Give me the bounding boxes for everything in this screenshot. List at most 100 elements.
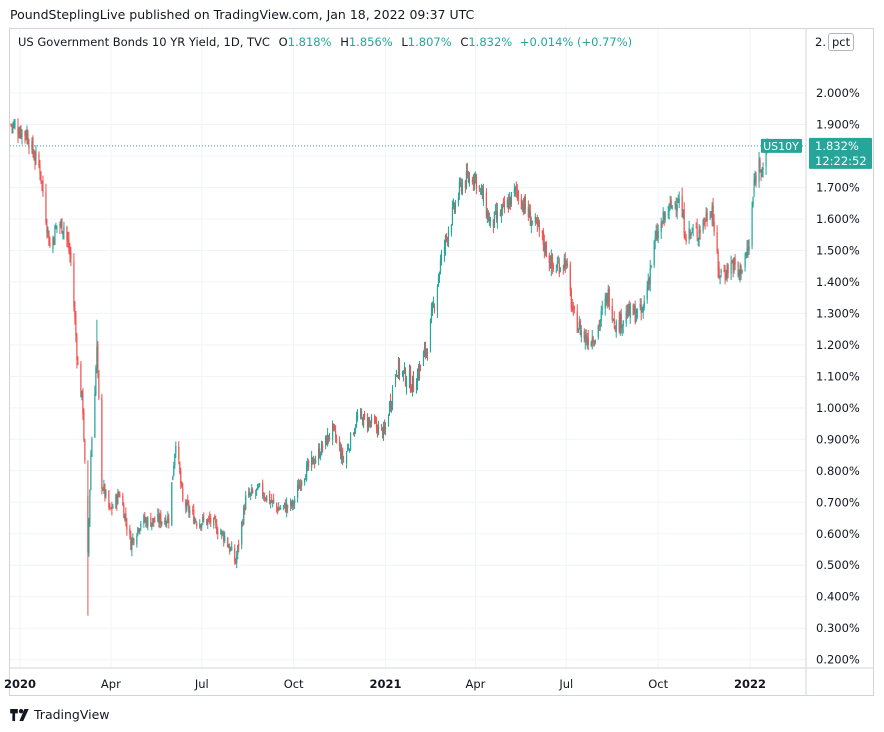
candle-body — [719, 275, 721, 277]
candle-body — [130, 534, 132, 550]
candle-body — [373, 419, 376, 422]
candle-body — [98, 370, 100, 399]
candle-body — [11, 124, 13, 127]
candle-body — [528, 209, 530, 217]
candle-body — [510, 192, 512, 205]
candle-body — [311, 456, 313, 468]
candle-body — [468, 177, 471, 184]
candle-body — [404, 368, 407, 386]
candle-body — [81, 390, 83, 398]
candle-body — [174, 453, 176, 466]
candle-body — [480, 187, 483, 189]
candle-body — [541, 230, 543, 233]
candle-body — [457, 197, 460, 204]
candle-body — [157, 514, 159, 521]
candle-body — [711, 206, 713, 218]
candle-body — [27, 133, 29, 144]
candle-body — [563, 257, 565, 270]
candle-body — [193, 509, 195, 524]
candle-body — [538, 220, 540, 230]
candle-body — [605, 295, 607, 302]
candle-body — [395, 373, 398, 375]
candle-body — [352, 434, 355, 436]
candle-body — [726, 265, 728, 279]
candle-body — [207, 519, 209, 525]
candle-body — [600, 310, 602, 321]
candle-body — [669, 202, 671, 204]
candle-body — [95, 367, 97, 395]
candle-body — [522, 204, 524, 210]
candle-body — [425, 349, 428, 355]
candle-body — [299, 483, 301, 489]
candle-body — [405, 383, 408, 387]
candle-body — [203, 517, 205, 520]
candle-body — [664, 212, 666, 221]
candle-body — [250, 492, 252, 496]
y-tick-label: 1.200% — [816, 338, 860, 352]
candle-body — [362, 414, 365, 427]
candle-body — [730, 263, 732, 275]
candle-body — [618, 320, 620, 332]
candle-body — [166, 522, 168, 524]
x-tick-label: Oct — [648, 677, 668, 691]
candle-body — [196, 523, 198, 527]
candle-body — [10, 124, 12, 125]
candle-body — [387, 415, 390, 427]
candle-body — [674, 202, 676, 206]
price-tag-countdown: 12:22:52 — [815, 154, 867, 168]
tradingview-logo[interactable]: TradingView — [10, 707, 110, 722]
candle-body — [542, 231, 544, 245]
candle-body — [713, 221, 715, 232]
candle-body — [606, 293, 608, 305]
candle-body — [634, 305, 636, 323]
candle-body — [739, 265, 741, 275]
candle-body — [627, 304, 629, 316]
candle-body — [430, 310, 433, 321]
unit-button[interactable]: pct — [828, 33, 855, 51]
candle-body — [150, 517, 152, 527]
candle-body — [202, 516, 204, 522]
candle-body — [144, 516, 146, 522]
candle-body — [520, 199, 522, 210]
candle-body — [706, 212, 708, 222]
candle-body — [622, 320, 624, 326]
candle-body — [195, 519, 197, 522]
candle-body — [171, 482, 173, 526]
y-tick-label: 0.800% — [816, 464, 860, 478]
candle-body — [745, 253, 747, 255]
candle-body — [496, 211, 498, 221]
candle-body — [640, 304, 642, 313]
candle-body — [258, 486, 260, 488]
candle-body — [724, 273, 726, 278]
candle-body — [245, 495, 247, 510]
candle-body — [635, 315, 637, 322]
candle-body — [40, 171, 42, 181]
candle-body — [286, 503, 288, 512]
candle-body — [440, 252, 443, 262]
chart-legend: US Government Bonds 10 YR Yield, 1D, TVC… — [18, 35, 632, 49]
candle-body — [692, 228, 694, 230]
candle-body — [354, 427, 357, 430]
candle-body — [41, 181, 43, 183]
candle-body — [45, 191, 47, 223]
candle-body — [356, 415, 359, 419]
candle-body — [681, 195, 683, 217]
candle-body — [291, 501, 293, 507]
candle-body — [377, 425, 380, 436]
candle-body — [660, 222, 662, 232]
candle-body — [308, 460, 310, 468]
candle-body — [465, 171, 468, 189]
candle-body — [292, 500, 294, 506]
candle-body — [489, 217, 491, 222]
candle-body — [545, 242, 547, 257]
candle-body — [375, 421, 378, 428]
candle-body — [591, 337, 593, 344]
open-value: 1.818% — [287, 35, 332, 49]
candle-body — [374, 421, 377, 423]
candle-body — [361, 417, 364, 426]
grid-lines — [10, 29, 806, 668]
candle-body — [125, 513, 127, 522]
y-tick-label: 1.100% — [816, 369, 860, 383]
candle-body — [754, 178, 756, 184]
